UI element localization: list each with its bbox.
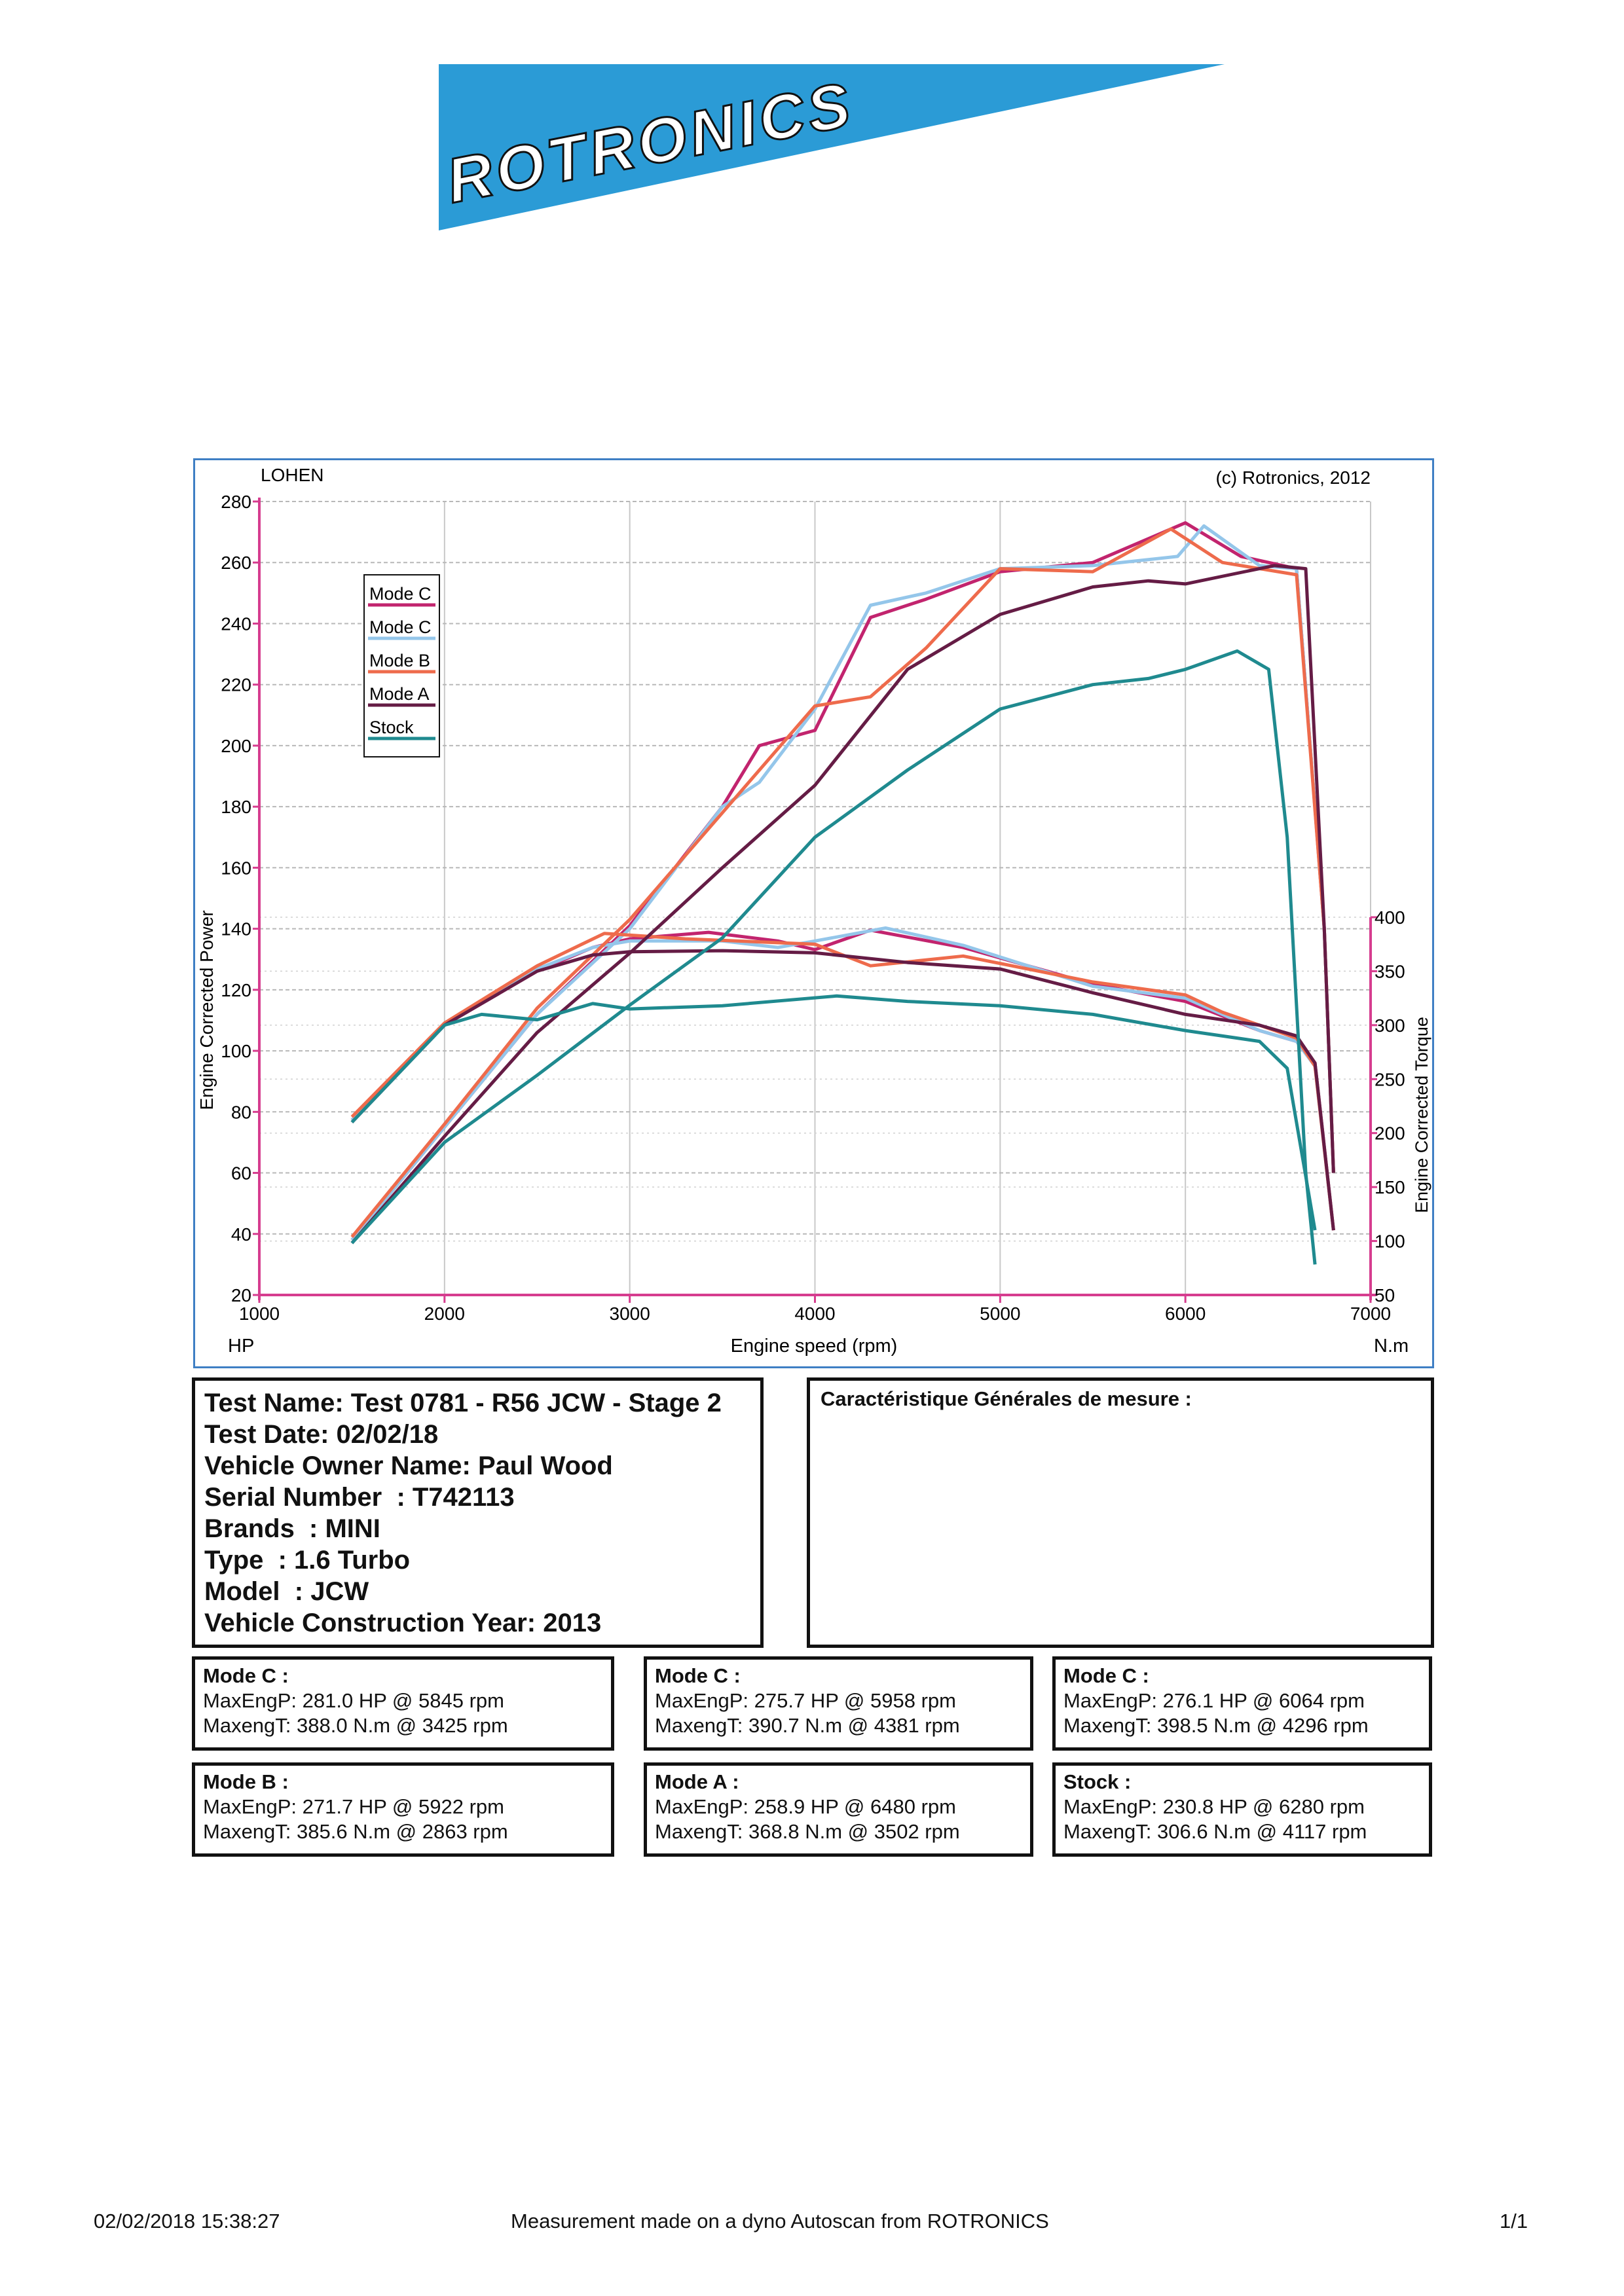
y-right-tick-label: 250 — [1375, 1069, 1405, 1089]
x-tick-label: 2000 — [424, 1303, 465, 1324]
y-left-tick-label: 280 — [221, 492, 251, 512]
brand: Brands : MINI — [204, 1514, 380, 1543]
y-left-tick-label: 40 — [231, 1224, 251, 1245]
x-tick-label: 3000 — [610, 1303, 650, 1324]
x-tick-label: 6000 — [1165, 1303, 1206, 1324]
vehicle-owner: Vehicle Owner Name: Paul Wood — [204, 1451, 613, 1480]
result-torque: MaxengT: 368.8 N.m @ 3502 rpm — [655, 1820, 960, 1843]
x-tick-label: 4000 — [794, 1303, 835, 1324]
curves — [350, 521, 1335, 1265]
result-power: MaxEngP: 230.8 HP @ 6280 rpm — [1063, 1795, 1365, 1818]
y-left-tick-label: 160 — [221, 858, 251, 878]
y-right-tick-label: 400 — [1375, 907, 1405, 928]
power-curve — [350, 521, 1335, 1241]
torque-curve — [350, 949, 1335, 1231]
result-power: MaxEngP: 281.0 HP @ 5845 rpm — [203, 1689, 504, 1712]
y-right-tick-label: 150 — [1375, 1177, 1405, 1197]
model: Model : JCW — [204, 1577, 369, 1606]
result-torque: MaxengT: 398.5 N.m @ 4296 rpm — [1063, 1714, 1369, 1737]
y-left-tick-label: 260 — [221, 553, 251, 573]
result-power: MaxEngP: 271.7 HP @ 5922 rpm — [203, 1795, 504, 1818]
type: Type : 1.6 Turbo — [204, 1546, 411, 1575]
result-box: Stock : MaxEngP: 230.8 HP @ 6280 rpm Max… — [1052, 1762, 1432, 1857]
tick-labels: 1000 2000 3000 4000 5000 6000 7000 20 40 60 80 100 1… — [221, 492, 1405, 1324]
result-power: MaxEngP: 258.9 HP @ 6480 rpm — [655, 1795, 956, 1818]
test-info-box: Test Name: Test 0781 - R56 JCW - Stage 2… — [192, 1377, 764, 1648]
legend-label: Mode C — [369, 584, 432, 604]
torque-curve — [350, 926, 1335, 1231]
result-power: MaxEngP: 275.7 HP @ 5958 rpm — [655, 1689, 956, 1712]
result-box: Mode B : MaxEngP: 271.7 HP @ 5922 rpm Ma… — [192, 1762, 614, 1857]
power-curve — [350, 527, 1335, 1238]
rotronics-logo: ROTRONICS — [439, 64, 1225, 230]
result-torque: MaxengT: 385.6 N.m @ 2863 rpm — [203, 1820, 508, 1843]
x-tick-label: 7000 — [1350, 1303, 1391, 1324]
y-left-tick-label: 140 — [221, 919, 251, 939]
torque-curve — [350, 994, 1317, 1231]
y-right-tick-label: 350 — [1375, 961, 1405, 981]
legend-label: Mode A — [369, 684, 430, 704]
footer-page: 1/1 — [1500, 2210, 1528, 2232]
construction-year: Vehicle Construction Year: 2013 — [204, 1609, 602, 1637]
y-right-label: Engine Corrected Torque — [1412, 1017, 1431, 1213]
y-left-tick-label: 180 — [221, 797, 251, 817]
y-left-tick-label: 60 — [231, 1163, 251, 1184]
test-date: Test Date: 02/02/18 — [204, 1420, 439, 1449]
y-right-tick-label: 300 — [1375, 1015, 1405, 1036]
result-title: Mode C : — [203, 1664, 289, 1687]
x-tick-label: 5000 — [980, 1303, 1020, 1324]
legend-label: Stock — [369, 718, 414, 737]
result-torque: MaxengT: 388.0 N.m @ 3425 rpm — [203, 1714, 508, 1737]
result-box: Mode C : MaxEngP: 281.0 HP @ 5845 rpm Ma… — [192, 1656, 614, 1751]
result-title: Mode C : — [1063, 1664, 1149, 1687]
general-characteristics-box: Caractéristique Générales de mesure : — [807, 1377, 1434, 1648]
x-tick-label: 1000 — [239, 1303, 280, 1324]
grid — [259, 501, 1371, 1296]
axes — [253, 498, 1377, 1303]
result-box: Mode A : MaxEngP: 258.9 HP @ 6480 rpm Ma… — [644, 1762, 1033, 1857]
chart-header-left: LOHEN — [261, 465, 323, 485]
y-left-tick-label: 100 — [221, 1041, 251, 1061]
result-torque: MaxengT: 390.7 N.m @ 4381 rpm — [655, 1714, 960, 1737]
y-right-tick-label: 50 — [1375, 1285, 1395, 1305]
y-left-tick-label: 220 — [221, 675, 251, 695]
result-box: Mode C : MaxEngP: 276.1 HP @ 6064 rpm Ma… — [1052, 1656, 1432, 1751]
result-torque: MaxengT: 306.6 N.m @ 4117 rpm — [1063, 1820, 1367, 1843]
y-left-tick-label: 240 — [221, 613, 251, 634]
power-curve — [350, 649, 1317, 1265]
x-unit-right: N.m — [1374, 1336, 1409, 1357]
result-title: Stock : — [1063, 1770, 1132, 1793]
footer-note: Measurement made on a dyno Autoscan from… — [511, 2210, 1049, 2232]
test-name: Test Name: Test 0781 - R56 JCW - Stage 2 — [204, 1389, 722, 1417]
y-right-tick-label: 200 — [1375, 1123, 1405, 1144]
chart-header-right: (c) Rotronics, 2012 — [1215, 467, 1371, 488]
y-left-tick-label: 200 — [221, 736, 251, 756]
torque-curve — [350, 928, 1335, 1231]
y-left-tick-label: 120 — [221, 980, 251, 1000]
legend: Mode C Mode C Mode B Mode A Stock — [363, 574, 440, 757]
y-left-label: Engine Corrected Power — [196, 910, 217, 1110]
footer-timestamp: 02/02/2018 15:38:27 — [94, 2210, 280, 2232]
chart-canvas: 1000 2000 3000 4000 5000 6000 7000 20 40 60 80 100 1… — [196, 465, 1431, 1357]
y-left-tick-label: 20 — [231, 1285, 251, 1305]
torque-curve — [350, 932, 1335, 1231]
result-title: Mode B : — [203, 1770, 289, 1793]
dyno-chart: 1000 2000 3000 4000 5000 6000 7000 20 40 60 80 100 1… — [193, 458, 1434, 1368]
result-box: Mode C : MaxEngP: 275.7 HP @ 5958 rpm Ma… — [644, 1656, 1033, 1751]
x-unit-left: HP — [228, 1336, 254, 1357]
y-left-tick-label: 80 — [231, 1102, 251, 1122]
logo-banner — [439, 64, 1225, 230]
x-axis-label: Engine speed (rpm) — [731, 1336, 898, 1357]
legend-label: Mode C — [369, 617, 432, 637]
result-title: Mode A : — [655, 1770, 739, 1793]
serial-number: Serial Number : T742113 — [204, 1483, 515, 1512]
result-title: Mode C : — [655, 1664, 741, 1687]
power-curve — [350, 564, 1335, 1245]
legend-label: Mode B — [369, 651, 430, 670]
y-right-tick-label: 100 — [1375, 1231, 1405, 1252]
result-power: MaxEngP: 276.1 HP @ 6064 rpm — [1063, 1689, 1365, 1712]
general-characteristics-title: Caractéristique Générales de mesure : — [821, 1387, 1192, 1410]
